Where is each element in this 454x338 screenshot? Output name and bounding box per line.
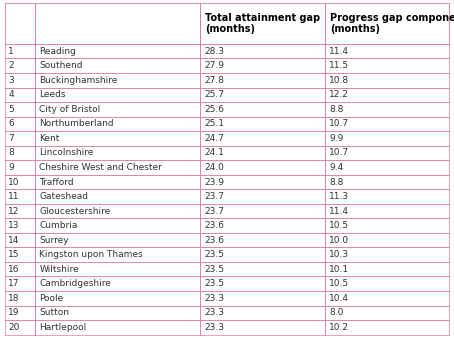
Text: 3: 3 bbox=[8, 76, 14, 85]
Text: 9: 9 bbox=[8, 163, 14, 172]
Text: Gateshead: Gateshead bbox=[39, 192, 89, 201]
Text: Kingston upon Thames: Kingston upon Thames bbox=[39, 250, 143, 259]
Text: 8: 8 bbox=[8, 148, 14, 158]
Text: Total attainment gap
(months): Total attainment gap (months) bbox=[206, 13, 321, 34]
Text: 15: 15 bbox=[8, 250, 20, 259]
Text: 23.6: 23.6 bbox=[205, 236, 225, 245]
Text: 23.7: 23.7 bbox=[205, 192, 225, 201]
Text: 25.7: 25.7 bbox=[205, 90, 225, 99]
Text: 11.4: 11.4 bbox=[329, 47, 349, 56]
Text: 11.3: 11.3 bbox=[329, 192, 350, 201]
Text: Cheshire West and Chester: Cheshire West and Chester bbox=[39, 163, 162, 172]
Text: 27.9: 27.9 bbox=[205, 61, 225, 70]
Text: 28.3: 28.3 bbox=[205, 47, 225, 56]
Text: 10.5: 10.5 bbox=[329, 221, 350, 230]
Text: Buckinghamshire: Buckinghamshire bbox=[39, 76, 118, 85]
Text: 25.6: 25.6 bbox=[205, 105, 225, 114]
Text: 16: 16 bbox=[8, 265, 20, 274]
Text: 23.6: 23.6 bbox=[205, 221, 225, 230]
Text: 25.1: 25.1 bbox=[205, 119, 225, 128]
Text: 24.1: 24.1 bbox=[205, 148, 224, 158]
Text: Kent: Kent bbox=[39, 134, 60, 143]
Text: 9.9: 9.9 bbox=[329, 134, 344, 143]
Text: 24.0: 24.0 bbox=[205, 163, 224, 172]
Text: 1: 1 bbox=[8, 47, 14, 56]
Text: 23.7: 23.7 bbox=[205, 207, 225, 216]
Text: 2: 2 bbox=[8, 61, 14, 70]
Text: 12.2: 12.2 bbox=[329, 90, 349, 99]
Text: 27.8: 27.8 bbox=[205, 76, 225, 85]
Text: 6: 6 bbox=[8, 119, 14, 128]
Text: 14: 14 bbox=[8, 236, 20, 245]
Text: 5: 5 bbox=[8, 105, 14, 114]
Text: Northumberland: Northumberland bbox=[39, 119, 114, 128]
Text: 10.8: 10.8 bbox=[329, 76, 350, 85]
Text: 11: 11 bbox=[8, 192, 20, 201]
Text: 23.3: 23.3 bbox=[205, 294, 225, 303]
Text: 23.5: 23.5 bbox=[205, 279, 225, 288]
Text: 10.4: 10.4 bbox=[329, 294, 349, 303]
Text: Leeds: Leeds bbox=[39, 90, 66, 99]
Text: 7: 7 bbox=[8, 134, 14, 143]
Text: 8.8: 8.8 bbox=[329, 177, 344, 187]
Text: 9.4: 9.4 bbox=[329, 163, 344, 172]
Text: 23.3: 23.3 bbox=[205, 323, 225, 332]
Text: 10.7: 10.7 bbox=[329, 148, 350, 158]
Text: 19: 19 bbox=[8, 308, 20, 317]
Text: City of Bristol: City of Bristol bbox=[39, 105, 101, 114]
Text: Hartlepool: Hartlepool bbox=[39, 323, 87, 332]
Text: 10.5: 10.5 bbox=[329, 279, 350, 288]
Text: Lincolnshire: Lincolnshire bbox=[39, 148, 94, 158]
Text: Sutton: Sutton bbox=[39, 308, 69, 317]
Text: Southend: Southend bbox=[39, 61, 83, 70]
Text: 23.9: 23.9 bbox=[205, 177, 225, 187]
Text: 8.8: 8.8 bbox=[329, 105, 344, 114]
Text: 20: 20 bbox=[8, 323, 20, 332]
Text: 13: 13 bbox=[8, 221, 20, 230]
Text: 12: 12 bbox=[8, 207, 20, 216]
Text: Cumbria: Cumbria bbox=[39, 221, 78, 230]
Text: Poole: Poole bbox=[39, 294, 64, 303]
Text: 4: 4 bbox=[8, 90, 14, 99]
Text: Trafford: Trafford bbox=[39, 177, 74, 187]
Text: Reading: Reading bbox=[39, 47, 76, 56]
Text: Progress gap component
(months): Progress gap component (months) bbox=[330, 13, 454, 34]
Text: 8.0: 8.0 bbox=[329, 308, 344, 317]
Text: Surrey: Surrey bbox=[39, 236, 69, 245]
Text: 23.3: 23.3 bbox=[205, 308, 225, 317]
Text: 10.0: 10.0 bbox=[329, 236, 350, 245]
Text: 23.5: 23.5 bbox=[205, 265, 225, 274]
Text: 18: 18 bbox=[8, 294, 20, 303]
Text: 10.7: 10.7 bbox=[329, 119, 350, 128]
Text: Gloucestershire: Gloucestershire bbox=[39, 207, 111, 216]
Text: 10.2: 10.2 bbox=[329, 323, 349, 332]
Text: 24.7: 24.7 bbox=[205, 134, 224, 143]
Text: 10: 10 bbox=[8, 177, 20, 187]
Text: Wiltshire: Wiltshire bbox=[39, 265, 79, 274]
Text: 10.1: 10.1 bbox=[329, 265, 350, 274]
Text: 11.4: 11.4 bbox=[329, 207, 349, 216]
Text: 23.5: 23.5 bbox=[205, 250, 225, 259]
Text: 10.3: 10.3 bbox=[329, 250, 350, 259]
Text: Cambridgeshire: Cambridgeshire bbox=[39, 279, 111, 288]
Text: 11.5: 11.5 bbox=[329, 61, 350, 70]
Text: 17: 17 bbox=[8, 279, 20, 288]
